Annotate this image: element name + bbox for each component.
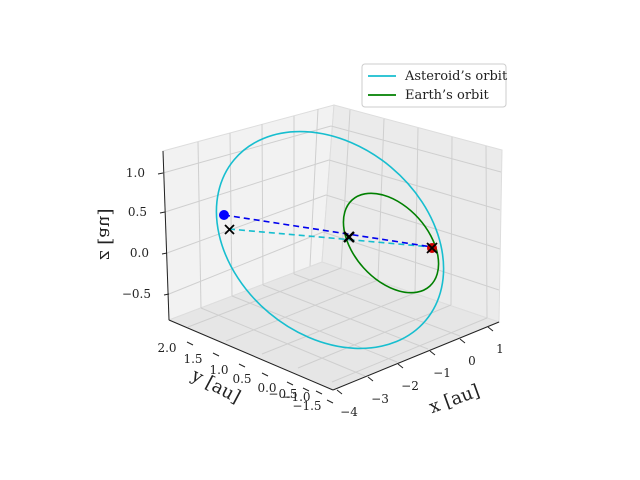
x-axis-label: x [au]	[426, 380, 482, 418]
y-tick-mark	[238, 363, 246, 368]
y-tick-label: 2.0	[157, 341, 176, 355]
z-tick-mark	[161, 252, 168, 255]
x-axis-line	[332, 321, 500, 391]
x-tick-mark	[397, 363, 404, 369]
x-tick-mark	[459, 338, 466, 344]
z-axis-label: z [au]	[95, 208, 116, 260]
earth-orbit-line	[342, 192, 440, 294]
y-tick-mark	[261, 372, 269, 377]
axes-panes	[162, 104, 503, 391]
legend-label-asteroid: Asteroid’s orbit	[404, 69, 508, 84]
axis-edges	[162, 150, 500, 391]
earth-dashed-connector	[223, 214, 433, 248]
y-tick-label: −1.0	[281, 390, 310, 404]
y-tick-mark	[326, 399, 334, 404]
y-tick-mark	[212, 352, 220, 357]
y-tick-label: −0.5	[268, 387, 297, 401]
axis-ticks: 1.00.50.0−0.52.01.51.00.50.0−0.5−1.0−1.5…	[122, 166, 504, 419]
z-tick-label: 1.0	[126, 166, 145, 180]
legend-box	[361, 63, 507, 108]
z-tick-label: 0.5	[128, 205, 147, 219]
asteroid-orbit-line	[215, 130, 445, 350]
y-tick-label: 1.0	[209, 363, 228, 377]
x-tick-mark	[487, 326, 494, 332]
y-tick-mark	[186, 341, 194, 346]
x-tick-mark	[429, 350, 436, 356]
x-tick-mark	[336, 389, 343, 395]
y-tick-label: 0.0	[257, 381, 276, 395]
grid-lines	[162, 108, 502, 383]
earth-cross-marker	[426, 242, 438, 254]
z-tick-label: −0.5	[122, 287, 151, 301]
x-tick-label: −4	[340, 405, 358, 419]
sun-cross-marker	[343, 231, 355, 243]
x-tick-label: −2	[401, 379, 419, 393]
legend: Asteroid’s orbit Earth’s orbit	[361, 63, 508, 108]
asteroid-dashed-connector	[228, 228, 433, 248]
asteroid-dot-marker	[219, 210, 229, 220]
y-tick-label: −1.5	[292, 399, 321, 413]
x-tick-label: −1	[433, 366, 451, 380]
x-tick-label: 0	[468, 354, 476, 368]
z-tick-mark	[157, 172, 164, 175]
y-tick-mark	[286, 381, 294, 386]
x-tick-mark	[367, 376, 374, 382]
y-tick-label: 1.5	[183, 352, 202, 366]
x-tick-label: 1	[496, 342, 504, 356]
x-tick-label: −3	[371, 392, 389, 406]
y-tick-mark	[315, 390, 323, 395]
y-tick-label: 0.5	[232, 372, 251, 386]
z-tick-mark	[159, 211, 166, 214]
y-axis-line	[168, 319, 334, 391]
asteroid-cross-marker	[224, 224, 235, 235]
y-tick-mark	[302, 387, 310, 392]
legend-label-earth: Earth’s orbit	[405, 88, 490, 103]
z-axis-line	[162, 150, 170, 321]
z-tick-mark	[163, 293, 170, 296]
z-tick-label: 0.0	[130, 246, 149, 260]
